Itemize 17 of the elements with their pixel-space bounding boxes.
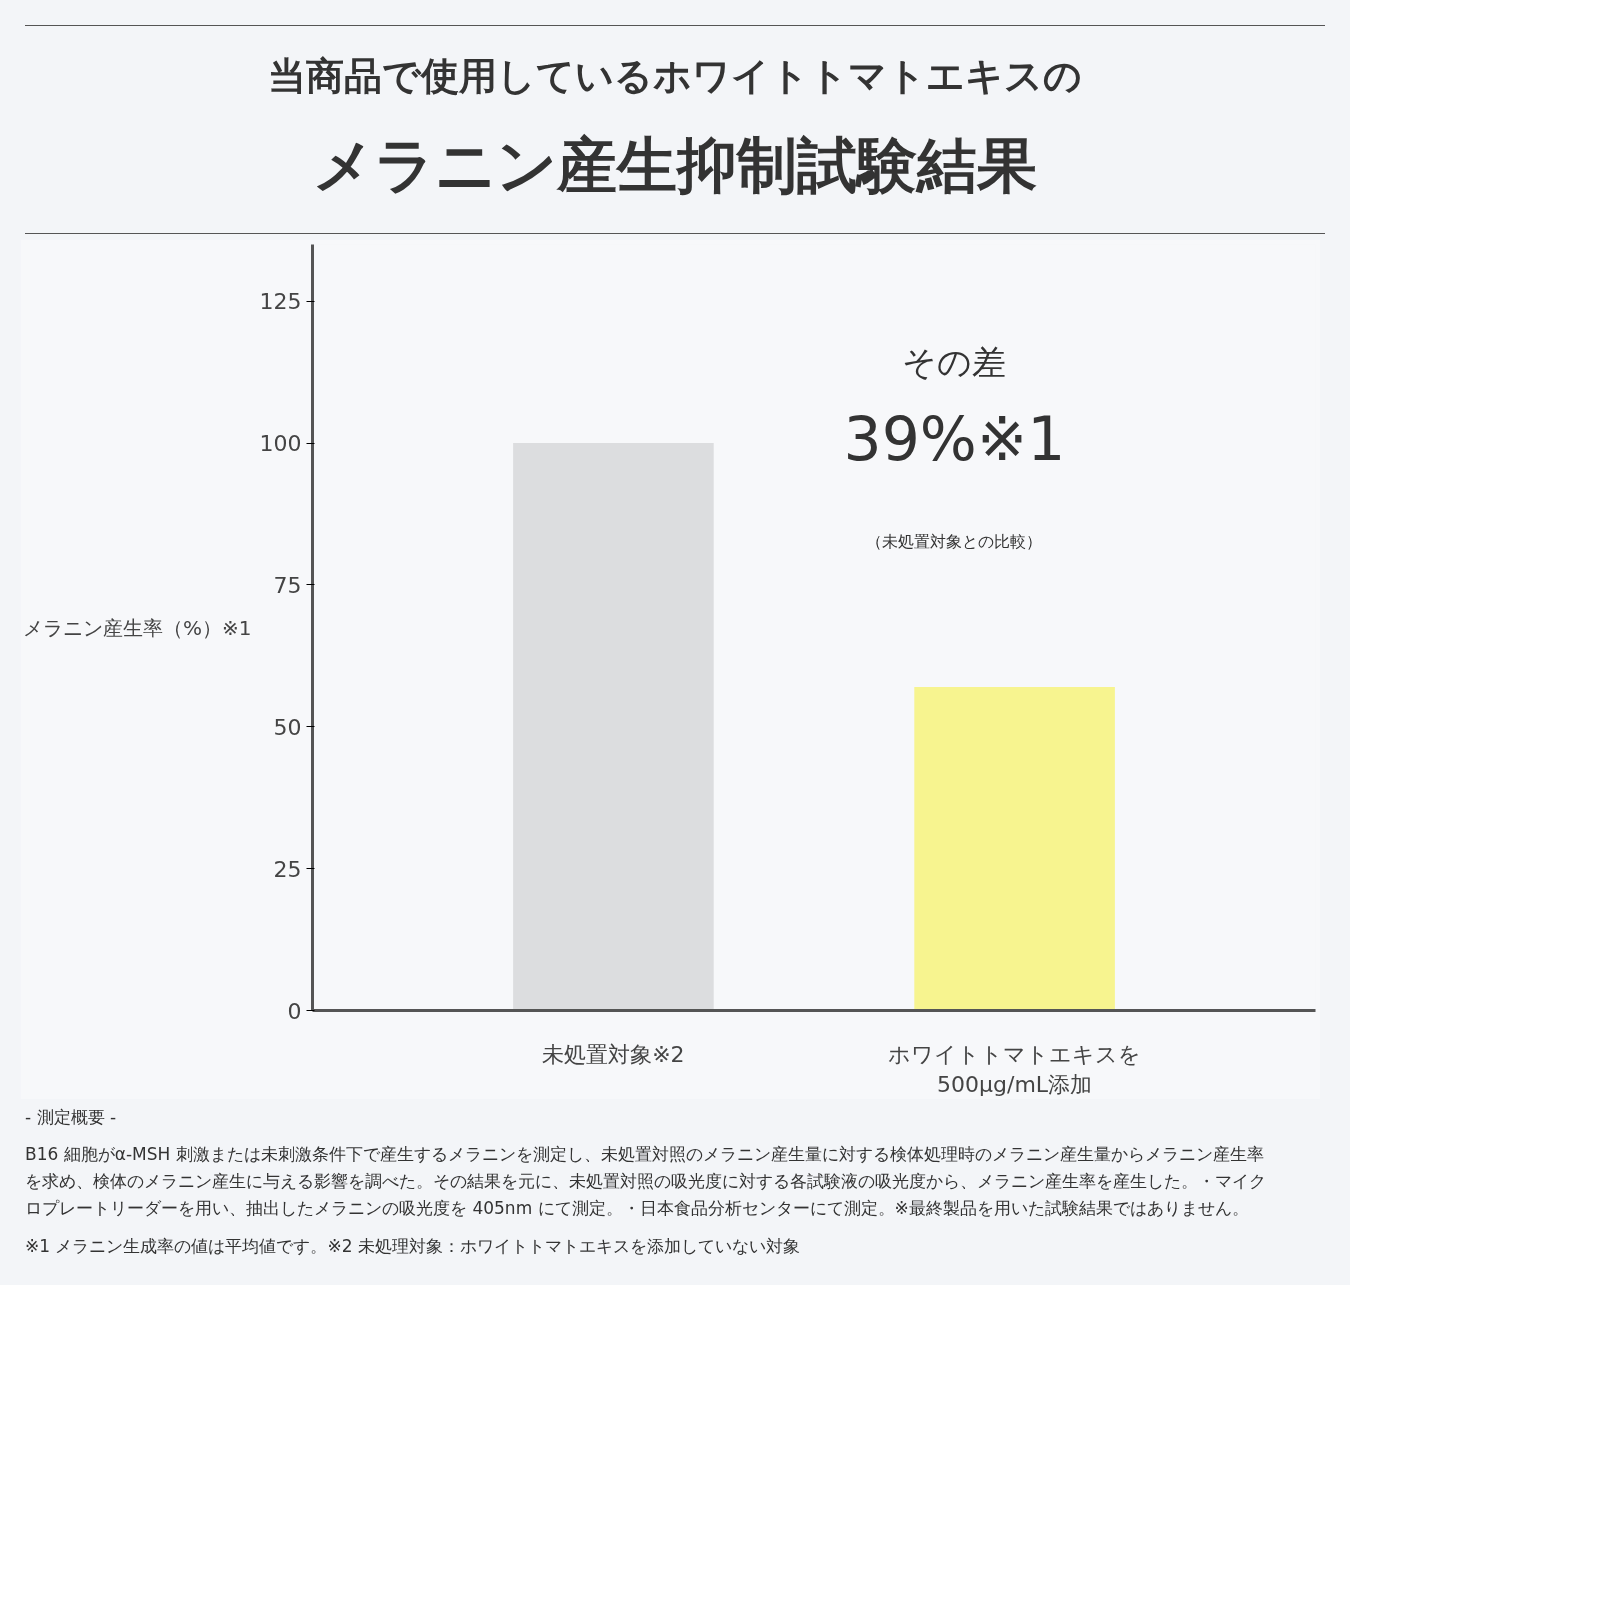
chart-subtitle: メラニン産生抑制試験結果 (25, 116, 1325, 234)
y-tick-label: 100 (259, 430, 302, 456)
x-tick-label: ホワイトトマトエキスを 500μg/mL添加 (888, 1041, 1142, 1097)
y-tick-label: 0 (287, 998, 302, 1024)
annotation: 39%※1 (843, 404, 1066, 475)
y-tick-label: 25 (273, 856, 302, 882)
y-tick-label: 50 (273, 714, 302, 740)
chart-title: 当商品で使用しているホワイトトマトエキスの (25, 25, 1325, 107)
text: - 測定概要 - (25, 1105, 117, 1129)
text: B16 細胞がα-MSH 刺激または未刺激条件下で産生するメラニンを測定し、未処置対照のメラニン産生量に対する検体処理時のメラニン産生量からメラニン産生率を求め、検体のメラニン産生に与える影響を調べた。その結果を元に、未処置対照の吸光度に対する各試験液の吸光度から、メラニン産生率を産生した。・マイクロプレートリーダーを用い、抽出したメラニンの吸光度を 405nm にて測定。・日本食品分析センターにて測定。※最終製品を用いた試験結果ではありません。 (25, 1143, 1267, 1221)
annotation: その差 (902, 342, 1007, 383)
text: ※1 メラニン生成率の値は平均値です。※2 未処理対象：ホワイトトマトエキスを添加していない対象 (25, 1234, 800, 1258)
x-tick-label: 未処置対象※2 (542, 1041, 685, 1067)
annotation: （未処置対象との比較） (866, 531, 1043, 551)
y-tick-label: 125 (259, 289, 302, 315)
y-tick-label: 75 (273, 572, 302, 598)
y-axis-title: メラニン産生率（%）※1 (23, 615, 252, 640)
